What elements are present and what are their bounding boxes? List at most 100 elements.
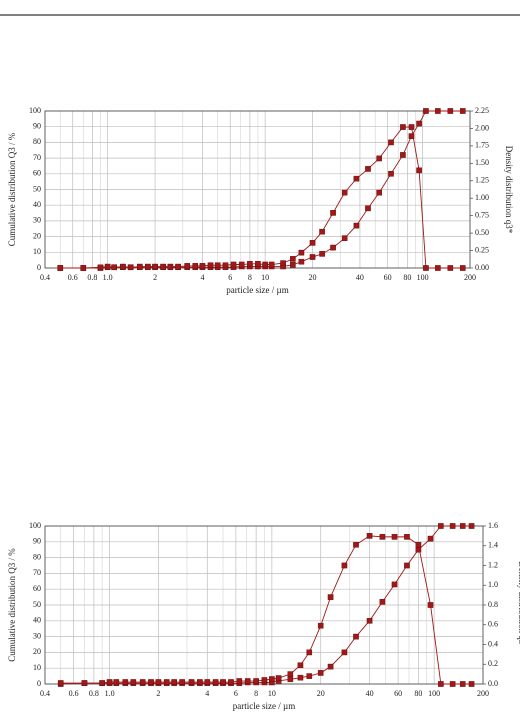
x-tick-label: 60 (384, 273, 392, 282)
y2-tick-label: 1.75 (475, 141, 489, 150)
y2-tick-label: 0.6 (488, 620, 498, 629)
data-point (99, 680, 105, 686)
x-tick-label: 80 (403, 273, 411, 282)
y2-tick-label: 1.25 (475, 176, 489, 185)
x-tick-label: 200 (464, 273, 476, 282)
y2-tick-label: 0.50 (475, 228, 489, 237)
series-line (60, 126, 463, 269)
data-point (309, 254, 316, 260)
data-point (353, 541, 359, 548)
y-tick-label: 20 (33, 647, 41, 656)
data-point (330, 210, 336, 216)
x-tick-label: 0.6 (69, 689, 79, 698)
y-tick-label: 80 (33, 552, 41, 561)
y2-axis-label: Density distribution q3* (517, 561, 520, 649)
y2-tick-label: 0.4 (488, 639, 498, 648)
data-point (220, 679, 226, 685)
y-tick-label: 0 (37, 263, 41, 272)
data-point (253, 678, 259, 684)
x-tick-label: 100 (428, 689, 440, 698)
data-point (130, 679, 137, 685)
y2-tick-label: 1.2 (488, 560, 498, 569)
y-axis-label: Cumulative distribution Q3 / % (7, 548, 17, 662)
data-point (353, 175, 360, 182)
y2-tick-label: 1.4 (488, 541, 498, 550)
data-point (269, 676, 275, 682)
data-point (319, 228, 325, 235)
data-point (262, 261, 268, 268)
y-tick-label: 70 (33, 153, 41, 162)
y-tick-label: 80 (33, 137, 41, 146)
data-point (341, 562, 348, 569)
data-point (447, 108, 454, 114)
x-tick-label: 40 (366, 689, 374, 698)
data-point (341, 235, 348, 241)
data-point (167, 263, 174, 270)
data-point (204, 679, 211, 685)
data-point (449, 681, 456, 687)
data-point (459, 108, 466, 114)
y2-axis-label: Density distribution q3* (504, 146, 514, 234)
x-tick-label: 2 (153, 273, 157, 282)
data-point (306, 673, 313, 679)
x-tick-label: 0.4 (40, 689, 50, 698)
y2-tick-label: 0.25 (475, 245, 489, 254)
data-point (236, 678, 243, 684)
x-tick-label: 60 (394, 689, 402, 698)
data-point (438, 681, 444, 687)
data-point (297, 662, 304, 669)
data-point (408, 133, 415, 139)
y-tick-label: 20 (33, 231, 41, 240)
data-point (468, 523, 475, 529)
data-point (57, 265, 64, 271)
data-point (97, 264, 104, 271)
x-tick-label: 2 (156, 689, 160, 698)
y-tick-label: 50 (33, 184, 41, 193)
data-point (287, 671, 294, 677)
data-point (366, 618, 373, 624)
y-tick-label: 90 (33, 122, 41, 131)
x-tick-label: 6 (234, 689, 238, 698)
x-axis-label: particle size / µm (233, 701, 295, 711)
y-tick-label: 100 (29, 106, 41, 115)
y2-tick-label: 0.2 (488, 659, 498, 668)
data-point (459, 681, 466, 687)
data-point (163, 679, 170, 685)
data-point (113, 679, 120, 685)
data-point (327, 594, 334, 600)
x-tick-label: 200 (477, 689, 489, 698)
series-line (60, 535, 472, 685)
data-point (459, 523, 466, 529)
data-point (319, 251, 325, 257)
data-point (139, 679, 146, 685)
data-point (317, 670, 324, 676)
y-tick-label: 30 (33, 216, 41, 225)
data-point (184, 263, 191, 269)
data-point (379, 599, 386, 605)
data-point (423, 108, 429, 114)
x-tick-label: 80 (414, 689, 422, 698)
data-point (341, 189, 348, 196)
data-point (212, 679, 219, 685)
data-point (298, 258, 305, 265)
data-point (175, 263, 181, 270)
y2-tick-label: 1.0 (488, 580, 498, 589)
y-tick-label: 60 (33, 169, 41, 178)
y-tick-label: 50 (33, 600, 41, 609)
data-point (238, 261, 245, 268)
x-tick-label: 20 (309, 273, 317, 282)
y2-tick-label: 0.00 (475, 263, 489, 272)
y-tick-label: 0 (37, 679, 41, 688)
data-point (207, 262, 214, 269)
data-point (306, 649, 313, 656)
data-point (214, 262, 221, 269)
data-point (416, 167, 422, 174)
data-point (438, 523, 444, 529)
data-point (404, 562, 410, 569)
data-point (199, 263, 206, 269)
data-point (365, 205, 371, 212)
data-point (160, 263, 166, 270)
data-point (255, 261, 261, 267)
data-point (111, 264, 117, 271)
